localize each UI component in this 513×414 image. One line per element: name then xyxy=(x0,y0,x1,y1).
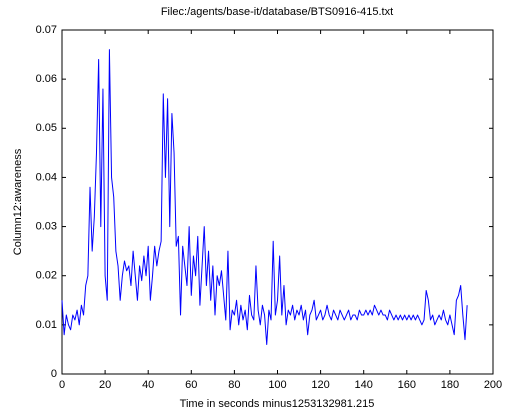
x-tick-label: 120 xyxy=(311,379,329,391)
y-tick-label: 0.05 xyxy=(36,122,57,134)
x-tick-label: 200 xyxy=(484,379,502,391)
y-tick-label: 0.02 xyxy=(36,270,57,282)
x-tick-label: 160 xyxy=(398,379,416,391)
y-tick-label: 0.07 xyxy=(36,24,57,36)
y-tick-label: 0 xyxy=(51,368,57,380)
y-tick-label: 0.03 xyxy=(36,220,57,232)
chart-title: Filec:/agents/base-it/database/BTS0916-4… xyxy=(161,6,393,18)
x-tick-label: 40 xyxy=(142,379,154,391)
x-tick-label: 60 xyxy=(185,379,197,391)
y-axis-label: Column12:awareness xyxy=(12,148,24,255)
x-tick-label: 0 xyxy=(59,379,65,391)
data-line xyxy=(61,49,468,346)
x-tick-label: 100 xyxy=(268,379,286,391)
x-tick-label: 140 xyxy=(355,379,373,391)
y-tick-label: 0.04 xyxy=(36,171,57,183)
x-axis-label: Time in seconds minus1253132981.215 xyxy=(180,398,375,410)
x-tick-label: 180 xyxy=(441,379,459,391)
y-tick-label: 0.01 xyxy=(36,319,57,331)
plot-box xyxy=(61,29,494,375)
y-tick-label: 0.06 xyxy=(36,73,57,85)
x-tick-label: 20 xyxy=(99,379,111,391)
x-tick-label: 80 xyxy=(228,379,240,391)
